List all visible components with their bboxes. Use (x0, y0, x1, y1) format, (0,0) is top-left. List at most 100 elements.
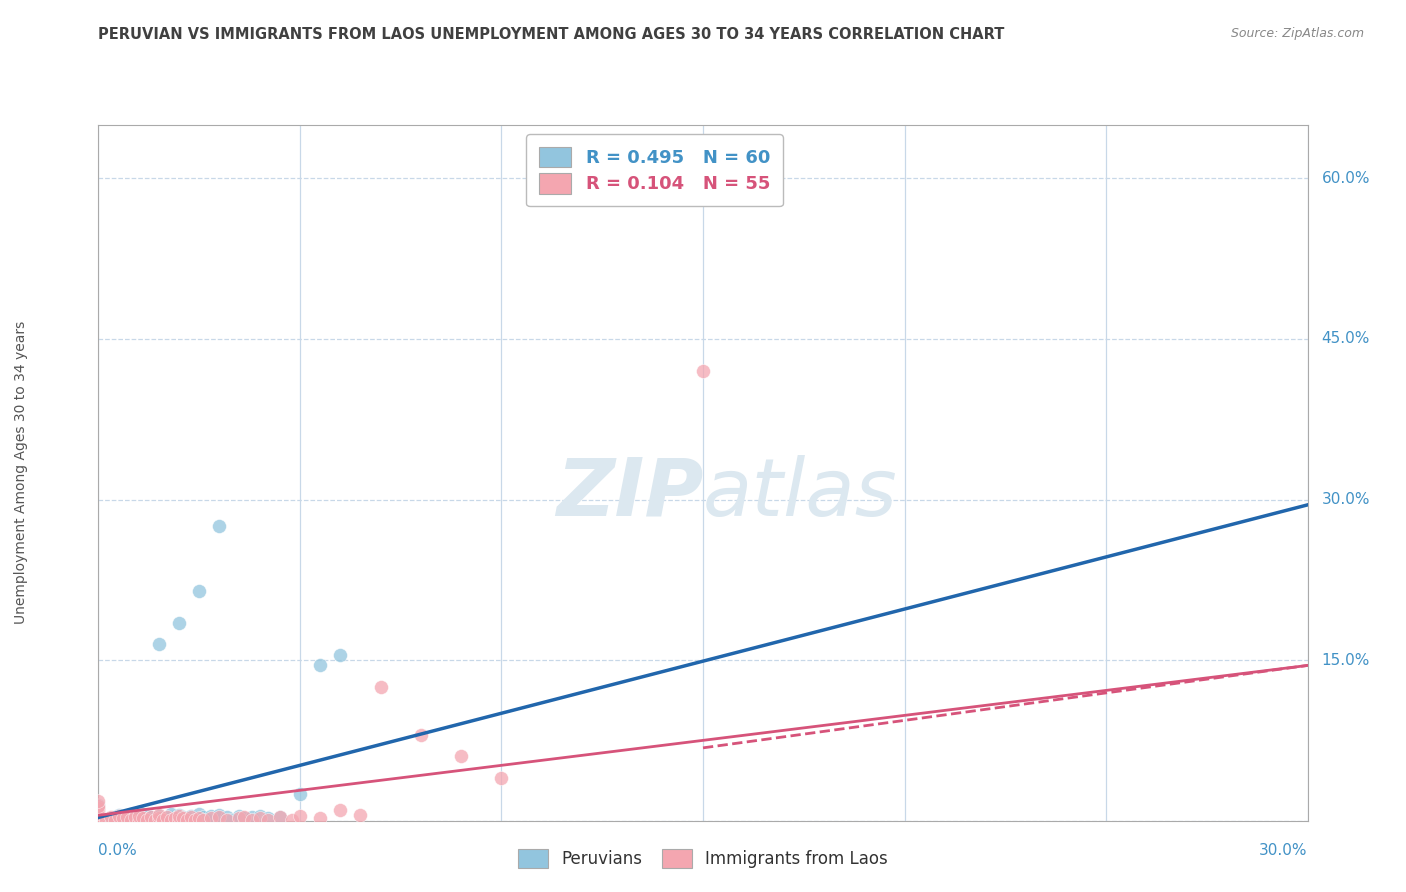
Point (128, 809, 150, 823)
Point (148, 808, 170, 822)
Point (87, 812, 110, 826)
Point (176, 812, 198, 826)
Point (148, 809, 170, 823)
Point (87, 797, 110, 812)
Point (120, 813, 142, 827)
Point (167, 808, 190, 822)
Point (370, 680, 392, 694)
Point (172, 812, 194, 826)
Point (692, 364, 714, 378)
Point (256, 812, 278, 826)
Text: 30.0%: 30.0% (1322, 492, 1369, 507)
Point (128, 805, 150, 819)
Point (107, 809, 129, 823)
Point (180, 810, 202, 824)
Point (184, 813, 207, 827)
Point (409, 728, 432, 742)
Point (188, 812, 211, 826)
Point (148, 814, 170, 828)
Point (228, 812, 250, 826)
Point (135, 808, 157, 822)
Text: atlas: atlas (703, 455, 898, 533)
Text: ZIP: ZIP (555, 455, 703, 533)
Point (208, 808, 231, 822)
Point (309, 812, 332, 826)
Text: 60.0%: 60.0% (1322, 171, 1369, 186)
Point (120, 813, 142, 827)
Point (281, 813, 304, 827)
Point (156, 810, 179, 824)
Point (128, 814, 150, 828)
Point (87, 814, 110, 828)
Point (163, 812, 186, 826)
Point (167, 813, 190, 827)
Point (450, 749, 472, 764)
Point (132, 812, 155, 826)
Point (124, 810, 146, 824)
Point (96, 813, 118, 827)
Point (87, 803, 110, 817)
Point (217, 810, 239, 824)
Point (167, 615, 190, 630)
Point (256, 813, 278, 827)
Point (228, 809, 250, 823)
Point (160, 813, 183, 827)
Point (87, 812, 110, 826)
Point (128, 814, 150, 828)
Point (200, 809, 222, 823)
Point (87, 807, 110, 822)
Legend: Peruvians, Immigrants from Laos: Peruvians, Immigrants from Laos (512, 842, 894, 875)
Point (232, 810, 254, 824)
Point (87, 814, 110, 828)
Point (232, 812, 254, 826)
Point (288, 787, 311, 801)
Point (143, 813, 166, 827)
Point (115, 809, 138, 823)
Point (100, 810, 122, 824)
Point (107, 808, 129, 822)
Point (87, 803, 110, 817)
Point (195, 813, 218, 827)
Point (87, 798, 110, 813)
Point (329, 803, 352, 817)
Point (184, 813, 207, 827)
Point (115, 810, 138, 824)
Text: 45.0%: 45.0% (1322, 332, 1369, 346)
Point (269, 810, 291, 824)
Point (87, 801, 110, 815)
Point (163, 812, 186, 826)
Text: Unemployment Among Ages 30 to 34 years: Unemployment Among Ages 30 to 34 years (14, 321, 28, 624)
Point (240, 813, 263, 827)
Point (111, 812, 134, 826)
Point (167, 813, 190, 827)
Point (269, 810, 291, 824)
Point (139, 810, 162, 824)
Point (329, 648, 352, 662)
Point (160, 807, 183, 822)
Point (87, 794, 110, 808)
Point (120, 807, 142, 822)
Point (188, 583, 211, 598)
Point (148, 812, 170, 826)
Point (156, 813, 179, 827)
Point (249, 812, 271, 826)
Point (152, 813, 174, 827)
Point (193, 813, 215, 827)
Point (200, 812, 222, 826)
Point (100, 814, 122, 828)
Point (288, 809, 311, 823)
Text: 0.0%: 0.0% (98, 843, 138, 858)
Point (249, 809, 271, 823)
Point (188, 812, 211, 826)
Point (87, 808, 110, 822)
Point (103, 810, 125, 824)
Point (128, 809, 150, 823)
Point (188, 807, 211, 822)
Point (148, 637, 170, 651)
Point (107, 813, 129, 827)
Point (135, 813, 157, 827)
Point (87, 805, 110, 819)
Point (208, 812, 231, 826)
Point (139, 810, 162, 824)
Text: 30.0%: 30.0% (1260, 843, 1308, 858)
